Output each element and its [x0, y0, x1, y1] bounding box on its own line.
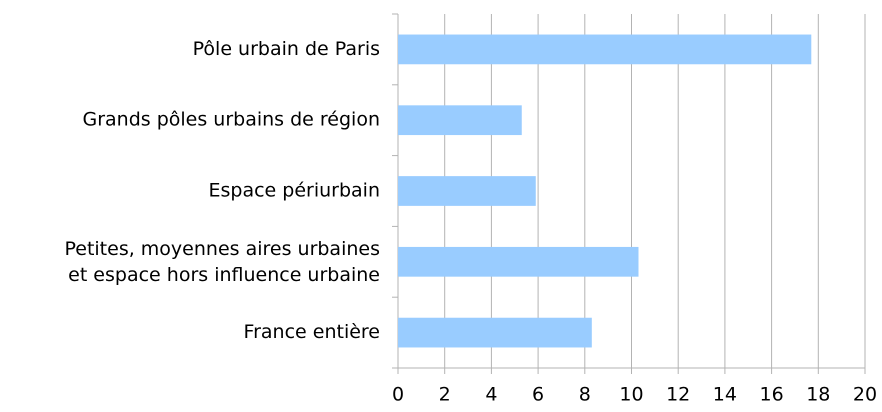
- y-tick-label: Pôle urbain de Paris: [193, 38, 380, 60]
- x-tick-label: 18: [806, 384, 830, 406]
- x-tick-label: 8: [579, 384, 591, 406]
- x-tick-label: 0: [392, 384, 404, 406]
- bar: [398, 317, 592, 348]
- x-tick-label: 16: [760, 384, 784, 406]
- bar: [398, 105, 522, 136]
- y-tick-label: Espace périurbain: [208, 180, 380, 202]
- bar: [398, 176, 536, 206]
- y-tick-label: Petites, moyennes aires urbaines et espac…: [64, 237, 380, 285]
- x-tick-label: 12: [666, 384, 690, 406]
- x-tick-label: 2: [439, 384, 451, 406]
- bar: [398, 246, 639, 277]
- x-tick-label: 20: [853, 384, 877, 406]
- y-tick-label: Grands pôles urbains de région: [82, 109, 380, 131]
- bar: [398, 34, 812, 65]
- x-tick-label: 4: [485, 384, 497, 406]
- x-tick-label: 14: [713, 384, 737, 406]
- x-tick-label: 10: [619, 384, 643, 406]
- y-tick-label: France entière: [244, 321, 380, 343]
- x-tick-label: 6: [532, 384, 544, 406]
